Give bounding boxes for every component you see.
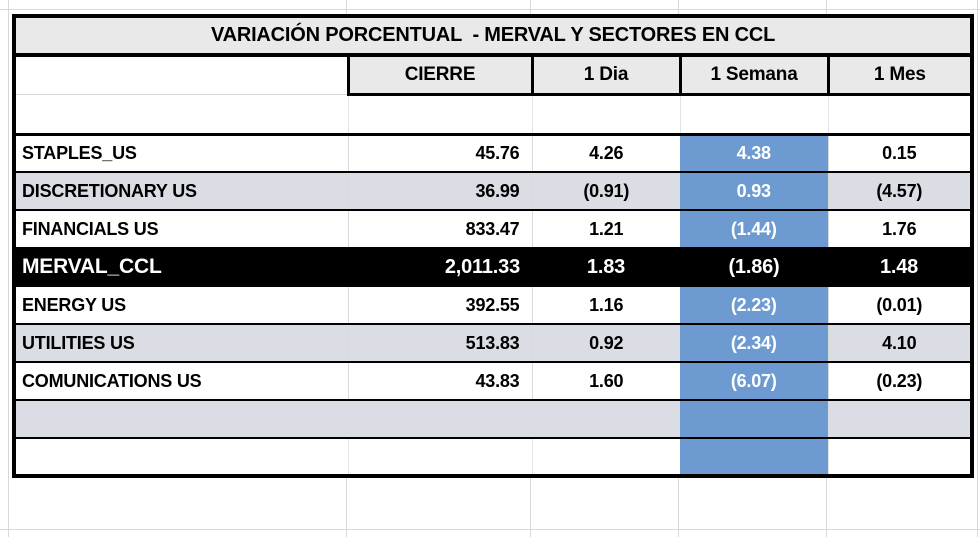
row-label: FINANCIALS US — [14, 210, 348, 249]
empty-cell — [347, 94, 532, 136]
cell-1mes: 4.10 — [827, 324, 973, 363]
empty-cell — [347, 438, 532, 476]
cell-1semana: 0.93 — [680, 172, 828, 211]
cell-cierre: 833.47 — [347, 210, 532, 249]
cell-1mes: (0.23) — [827, 362, 973, 401]
cell-1mes: 1.76 — [827, 210, 973, 249]
cell-1dia: 1.16 — [531, 286, 680, 325]
empty-cell — [827, 94, 973, 136]
cell-1semana: (1.44) — [680, 210, 828, 249]
row-label: STAPLES_US — [14, 134, 348, 173]
row-label: UTILITIES US — [14, 324, 348, 363]
cell-cierre: 45.76 — [347, 134, 532, 173]
table-row-discretionary: DISCRETIONARY US 36.99 (0.91) 0.93 (4.57… — [14, 172, 973, 211]
cell-1dia: 1.60 — [531, 362, 680, 401]
sheet-gridline — [0, 9, 980, 10]
cell-1semana: (6.07) — [680, 362, 828, 401]
table-row-financials: FINANCIALS US 833.47 1.21 (1.44) 1.76 — [14, 210, 973, 249]
empty-cell — [827, 438, 973, 476]
table-header-row: CIERRE 1 Dia 1 Semana 1 Mes — [14, 53, 974, 96]
cell-cierre: 2,011.33 — [348, 248, 532, 287]
cell-1dia: 1.21 — [531, 210, 680, 249]
cell-1semana: (1.86) — [680, 248, 828, 287]
empty-row — [14, 438, 973, 476]
cell-1mes: (0.01) — [827, 286, 973, 325]
empty-cell — [348, 400, 532, 439]
cell-1semana: (2.23) — [680, 286, 828, 325]
empty-cell — [531, 94, 680, 136]
header-1mes: 1 Mes — [826, 53, 974, 96]
empty-cell — [532, 400, 680, 439]
table-row-staples: STAPLES_US 45.76 4.26 4.38 0.15 — [14, 134, 973, 173]
table-row-energy: ENERGY US 392.55 1.16 (2.23) (0.01) — [14, 286, 973, 325]
table-row-merval-ccl: MERVAL_CCL 2,011.33 1.83 (1.86) 1.48 — [14, 248, 973, 287]
table-row-utilities: UTILITIES US 513.83 0.92 (2.34) 4.10 — [14, 324, 973, 363]
header-1dia: 1 Dia — [530, 53, 682, 96]
cell-1dia: 4.26 — [531, 134, 680, 173]
cell-cierre: 36.99 — [347, 172, 532, 211]
table-title: VARIACIÓN PORCENTUAL - MERVAL Y SECTORES… — [14, 16, 973, 57]
cell-cierre: 392.55 — [347, 286, 532, 325]
sheet-gridline — [0, 529, 980, 530]
empty-row — [14, 400, 973, 439]
cell-1mes: 0.15 — [827, 134, 973, 173]
cell-1dia: 1.83 — [532, 248, 680, 287]
cell-cierre: 513.83 — [347, 324, 532, 363]
cell-1semana: 4.38 — [680, 134, 828, 173]
spacer-row — [14, 94, 973, 136]
row-label: ENERGY US — [14, 286, 348, 325]
empty-cell — [14, 438, 348, 476]
cell-1dia: 0.92 — [531, 324, 680, 363]
cell-1semana: (2.34) — [680, 324, 828, 363]
empty-cell — [828, 400, 973, 439]
table-row-comunications: COMUNICATIONS US 43.83 1.60 (6.07) (0.23… — [14, 362, 973, 401]
empty-highlight-cell — [680, 400, 828, 439]
row-label: MERVAL_CCL — [14, 248, 348, 287]
cell-1dia: (0.91) — [531, 172, 680, 211]
empty-highlight-cell — [680, 438, 828, 476]
header-empty-cell — [14, 55, 350, 95]
sheet-gridline — [977, 0, 978, 537]
header-1semana: 1 Semana — [678, 53, 830, 96]
cell-1mes: 1.48 — [828, 248, 973, 287]
row-label: COMUNICATIONS US — [14, 362, 348, 401]
cell-1mes: (4.57) — [827, 172, 973, 211]
sheet-gridline — [8, 0, 9, 537]
empty-cell — [14, 400, 348, 439]
empty-cell — [679, 94, 828, 136]
cell-cierre: 43.83 — [347, 362, 532, 401]
header-cierre: CIERRE — [346, 53, 534, 96]
row-label: DISCRETIONARY US — [14, 172, 348, 211]
empty-cell — [14, 94, 348, 136]
empty-cell — [531, 438, 680, 476]
variation-table: VARIACIÓN PORCENTUAL - MERVAL Y SECTORES… — [12, 14, 975, 478]
